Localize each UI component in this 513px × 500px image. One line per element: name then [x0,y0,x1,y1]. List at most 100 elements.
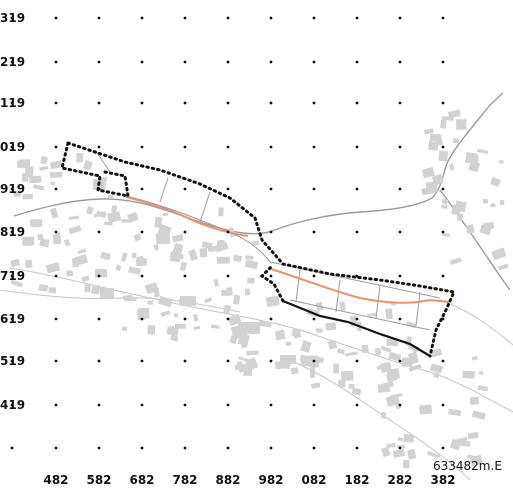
grid-dot [441,403,445,407]
grid-label-x: 182 [344,473,370,487]
grid-label-x: 282 [387,473,413,487]
grid-label-x: 682 [129,473,155,487]
building-footprint [478,370,484,375]
grid-dot [312,317,316,321]
building-footprint [13,190,22,198]
building-footprint [327,340,338,350]
grid-dot [54,60,58,64]
grid-dot [398,16,402,20]
grid-dot [398,359,402,363]
building-footprint [29,175,42,184]
building-footprint [244,288,251,296]
building-footprint [232,254,243,263]
building-footprint [386,338,399,347]
building-footprint [24,259,33,269]
grid-dot [10,145,14,149]
building-footprint [315,328,323,333]
building-footprint [491,247,507,261]
building-footprint [68,225,82,235]
building-footprint [85,206,94,215]
building-footprint [309,365,316,371]
building-footprint [460,440,471,447]
grid-dot [398,403,402,407]
building-footprint [76,153,83,163]
building-footprint [339,301,346,312]
grid-dot [226,60,230,64]
building-footprint [66,270,73,277]
grid-dot [183,145,187,149]
grid-dot [97,317,101,321]
building-footprint [219,239,225,248]
building-footprint [52,234,62,245]
building-footprint [351,387,362,396]
grid-dot [97,446,101,450]
site-boundary-solid [282,299,431,357]
grid-dot [183,359,187,363]
building-footprint [469,396,480,405]
grid-label-y: 419 [0,398,26,412]
grid-dot [97,16,101,20]
building-footprint [100,251,111,261]
grid-dot [269,145,273,149]
building-footprint [238,322,260,334]
building-footprint [83,160,93,171]
grid-dot [441,101,445,105]
grid-dot [398,187,402,191]
building-footprint [161,238,168,244]
building-footprint [386,372,398,383]
grid-dot [54,230,58,234]
building-footprint [407,351,419,365]
grid-dot [398,230,402,234]
grid-dot [269,446,273,450]
building-footprint [449,438,462,451]
building-footprint [477,385,489,392]
building-footprint [408,363,422,373]
building-footprint [10,279,23,288]
building-footprint [50,181,56,186]
grid-dot [312,60,316,64]
building-footprint [213,278,220,287]
building-footprint [290,366,299,375]
grid-dot [97,359,101,363]
building-footprint [25,166,34,178]
building-footprint [193,325,201,330]
grid-dot [269,274,273,278]
grid-dot [10,101,14,105]
grid-dot [97,187,101,191]
building-footprint [361,344,369,354]
building-footprint [136,255,145,262]
grid-label-y: 019 [0,140,26,154]
building-footprint [490,203,496,208]
grid-dot [54,359,58,363]
grid-dot [54,317,58,321]
building-footprint [216,256,230,264]
grid-dot [441,187,445,191]
building-footprint [380,345,392,353]
grid-dot [10,187,14,191]
building-footprint [300,339,312,353]
building-footprint [392,448,406,458]
building-footprint [49,160,63,170]
building-footprint [426,450,441,459]
grid-dot [54,16,58,20]
building-footprint [423,128,434,135]
grid-dot [226,317,230,321]
building-footprint [174,323,186,329]
grid-dot [312,187,316,191]
grid-dot [269,403,273,407]
building-footprint [429,348,443,358]
building-footprint [39,238,50,248]
grid-dot [183,16,187,20]
grid-dot [183,230,187,234]
building-footprint [406,448,417,460]
grid-dot [183,403,187,407]
grid-dot [312,274,316,278]
grid-dot [269,187,273,191]
building-footprint [381,381,394,389]
building-footprint [367,312,378,318]
grid-dot [10,60,14,64]
grid-dot [10,403,14,407]
building-footprint [447,109,461,119]
building-footprint [403,433,415,443]
building-footprint [40,155,48,165]
